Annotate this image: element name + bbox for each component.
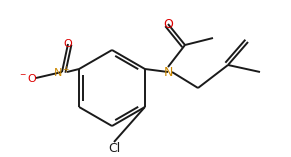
Text: O: O [163,17,173,30]
Text: $^-$O: $^-$O [18,72,38,84]
Text: N: N [163,65,173,78]
Text: O: O [64,39,72,49]
Text: Cl: Cl [108,141,120,154]
Text: N$^+$: N$^+$ [53,64,71,80]
